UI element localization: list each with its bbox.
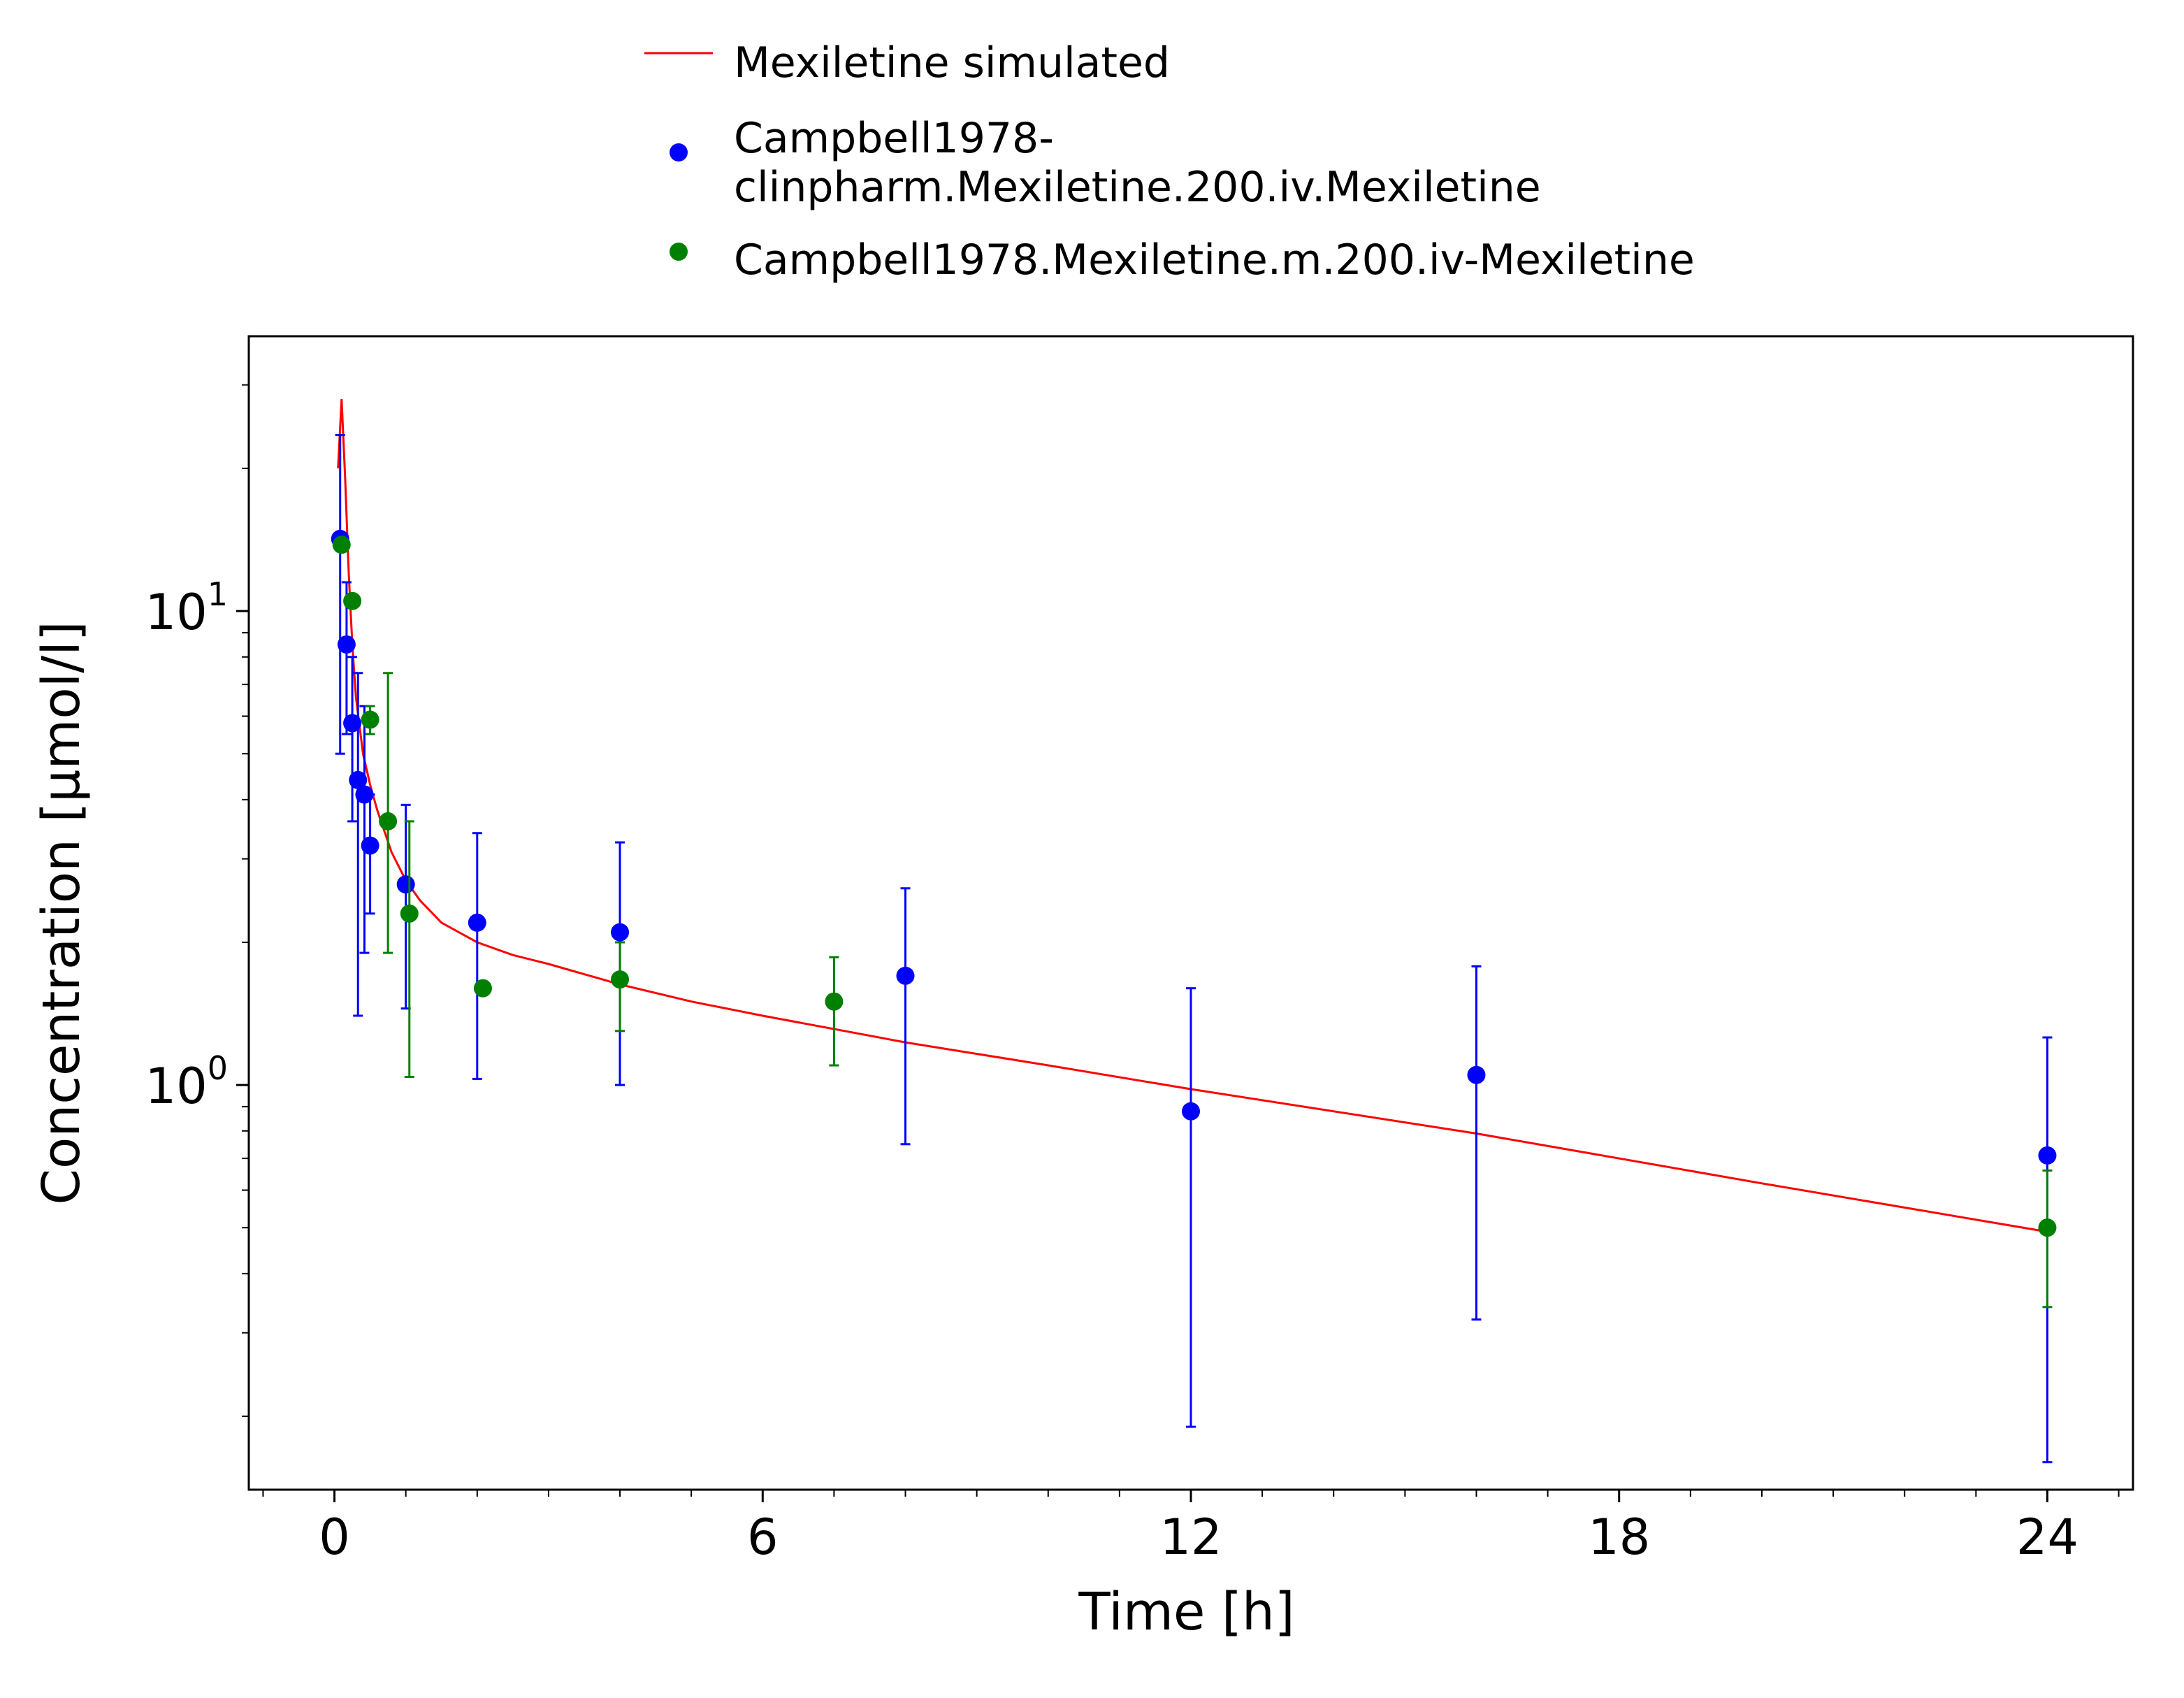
legend-label: Campbell1978-clinpharm.Mexiletine.200.iv…: [734, 114, 1541, 212]
legend-label: Mexiletine simulated: [734, 38, 1170, 87]
data-point: [332, 535, 351, 554]
legend-marker: [670, 143, 688, 161]
x-tick-label: 18: [1588, 1509, 1650, 1566]
data-point: [2038, 1218, 2057, 1237]
y-axis-title: Concentration [µmol/l]: [31, 621, 92, 1204]
data-point: [400, 904, 419, 923]
y-tick-label: 101: [145, 575, 228, 641]
data-point: [611, 923, 630, 942]
x-tick-label: 6: [747, 1509, 779, 1566]
legend-item-3: Campbell1978.Mexiletine.m.200.iv-Mexilet…: [670, 236, 1695, 285]
legend-marker: [670, 243, 688, 261]
x-tick-label: 0: [319, 1509, 350, 1566]
series-3: [332, 535, 2057, 1309]
x-tick-label: 24: [2016, 1509, 2078, 1566]
x-axis-title: Time [h]: [1078, 1582, 1294, 1642]
axes-layer: 0 6 12 18 24 100 101: [145, 384, 2120, 1566]
series-layer: [331, 398, 2057, 1464]
legend: Mexiletine simulated Campbell1978-clinpha…: [644, 38, 1695, 285]
data-point: [1467, 1065, 1486, 1084]
data-point: [343, 591, 362, 610]
legend-item-1: Mexiletine simulated: [644, 38, 1170, 87]
data-point: [468, 913, 486, 932]
data-point: [355, 785, 374, 804]
data-point: [343, 714, 362, 733]
data-point: [473, 979, 492, 998]
x-tick-label: 12: [1159, 1509, 1222, 1566]
series-2: [331, 434, 2057, 1464]
legend-item-2: Campbell1978-clinpharm.Mexiletine.200.iv…: [670, 114, 1541, 212]
data-point: [379, 812, 398, 830]
data-point: [1182, 1102, 1200, 1121]
data-point: [825, 992, 844, 1011]
data-point: [337, 635, 356, 654]
data-point: [396, 875, 415, 894]
legend-label: Campbell1978.Mexiletine.m.200.iv-Mexilet…: [734, 236, 1695, 285]
y-tick-label: 100: [145, 1049, 228, 1115]
data-point: [361, 710, 379, 729]
data-point: [349, 770, 368, 789]
data-point: [611, 970, 630, 989]
data-point: [2038, 1146, 2057, 1165]
data-point: [361, 836, 379, 855]
data-point: [896, 966, 915, 985]
